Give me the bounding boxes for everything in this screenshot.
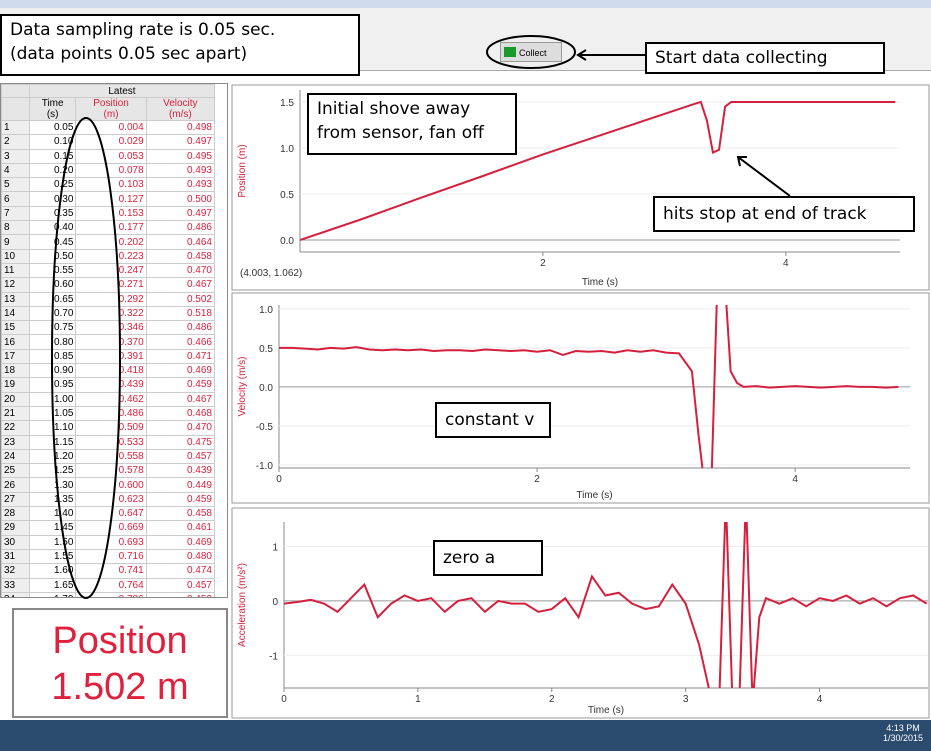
x-axis-label: Time (s) <box>576 490 612 501</box>
collect-circle <box>487 36 575 68</box>
note-line: (data points 0.05 sec apart) <box>10 42 350 66</box>
y-axis-label: Velocity (m/s) <box>237 356 248 416</box>
x-tick-label: 2 <box>534 474 540 485</box>
x-tick-label: 2 <box>549 694 555 705</box>
x-tick-label: 1 <box>415 694 421 705</box>
x-tick-label: 2 <box>540 258 546 269</box>
y-tick-label: -1 <box>269 651 278 662</box>
y-tick-label: 0.5 <box>259 344 273 355</box>
time-column-circle <box>52 118 120 598</box>
y-tick-label: 1.0 <box>259 305 273 316</box>
constant-v-note: constant v <box>435 402 551 438</box>
y-tick-label: 0.0 <box>280 236 294 247</box>
y-tick-label: 0.5 <box>280 190 294 201</box>
y-axis-label: Position (m) <box>237 144 248 197</box>
sampling-note: Data sampling rate is 0.05 sec.(data poi… <box>0 14 360 76</box>
clock-time: 4:13 PM <box>883 723 923 733</box>
y-tick-label: 1.0 <box>280 144 294 155</box>
y-tick-label: -1.0 <box>256 461 274 472</box>
y-tick-label: 0.0 <box>259 383 273 394</box>
clock-date: 1/30/2015 <box>883 733 923 743</box>
hits-note: hits stop at end of track <box>653 196 915 232</box>
readout: (4.003, 1.062) <box>240 268 302 279</box>
y-axis-label: Acceleration (m/s²) <box>237 563 248 647</box>
x-tick-label: 0 <box>276 474 282 485</box>
start-note: Start data collecting <box>645 42 885 74</box>
arrow <box>578 50 645 60</box>
x-tick-label: 4 <box>817 694 823 705</box>
note-line: Initial shove away <box>317 97 507 121</box>
y-tick-label: -0.5 <box>256 422 274 433</box>
screen: Collect Latest Time(s)Position(m)Velocit… <box>0 0 931 751</box>
y-tick-label: 1 <box>272 542 278 553</box>
x-axis-label: Time (s) <box>588 705 624 716</box>
x-tick-label: 4 <box>792 474 798 485</box>
y-tick-label: 0 <box>272 597 278 608</box>
x-tick-label: 3 <box>683 694 689 705</box>
y-tick-label: 1.5 <box>280 98 294 109</box>
x-tick-label: 4 <box>783 258 789 269</box>
x-axis-label: Time (s) <box>582 277 618 288</box>
zero-a-note: zero a <box>433 540 543 576</box>
graph-frame <box>232 293 929 503</box>
note-line: from sensor, fan off <box>317 121 507 145</box>
x-tick-label: 0 <box>281 694 287 705</box>
note-line: Data sampling rate is 0.05 sec. <box>10 18 350 42</box>
